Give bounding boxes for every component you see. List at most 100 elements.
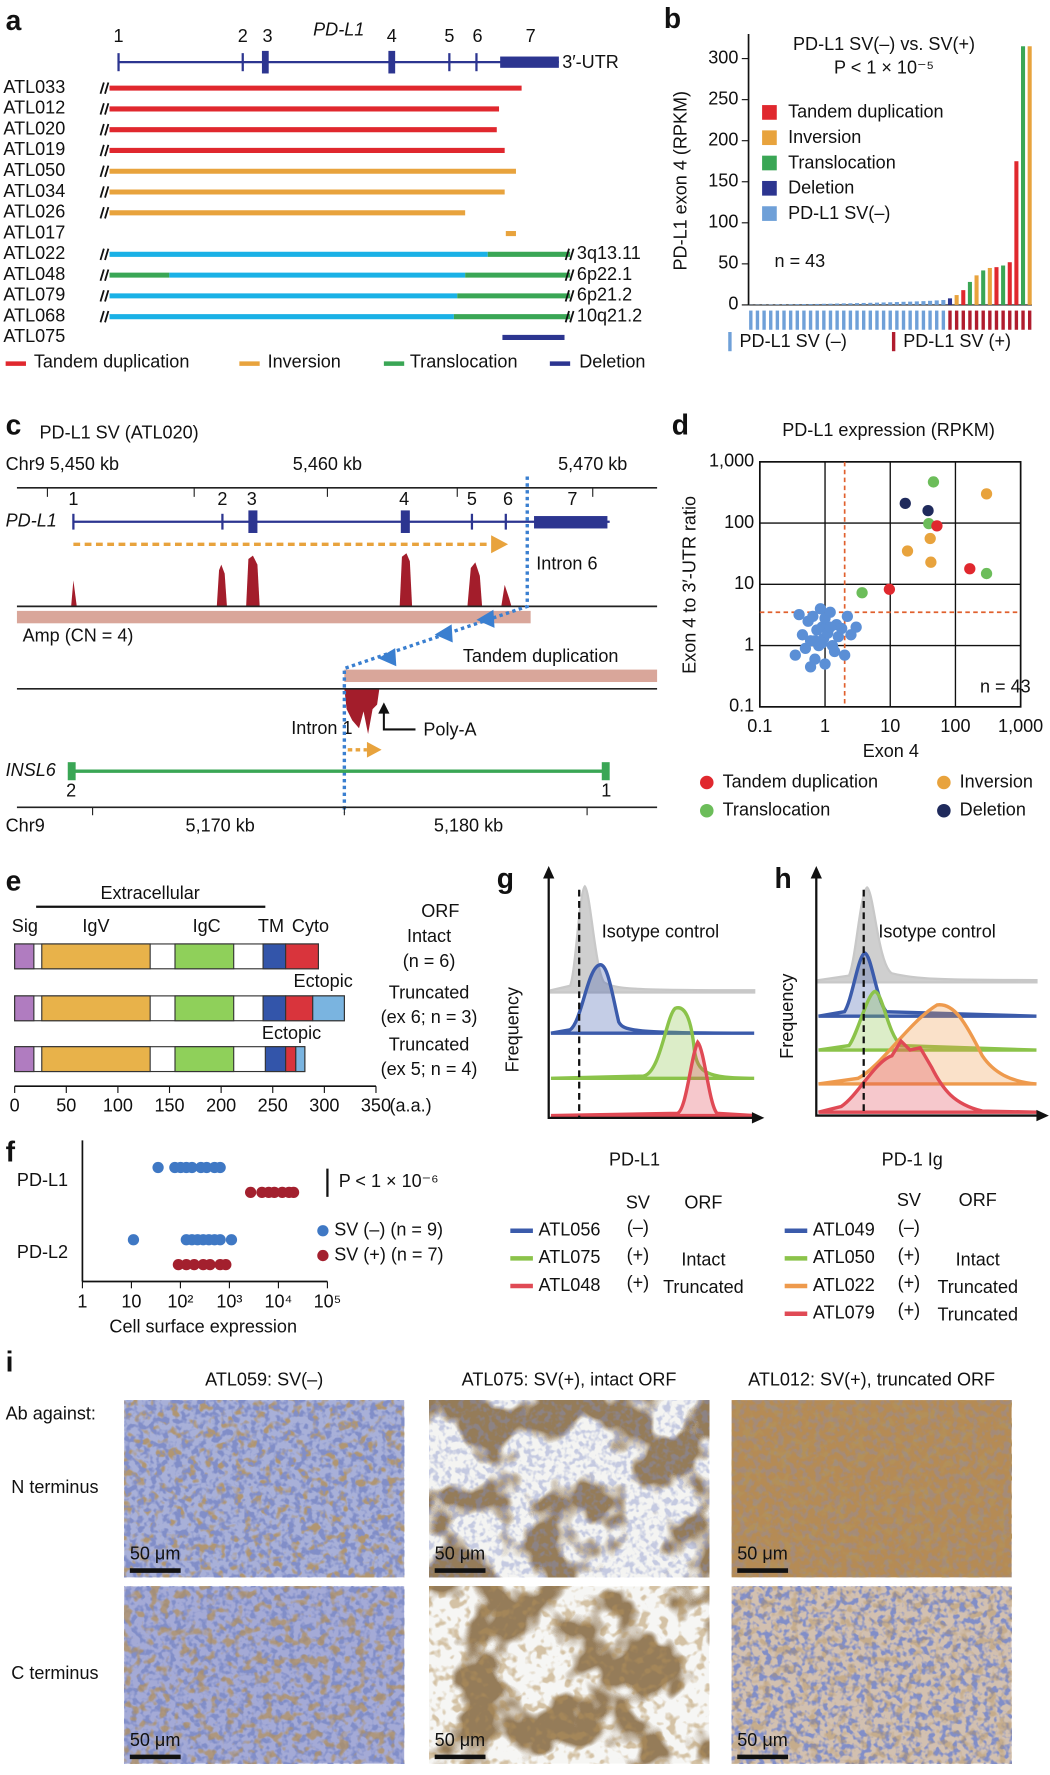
table-header: SV	[626, 1192, 650, 1212]
annotation: P < 1 × 10⁻⁶	[339, 1171, 439, 1191]
break-mark	[99, 206, 110, 219]
panel-h: h Isotype control Frequency PD-1 Ig	[775, 862, 1049, 1169]
legend-label: Tandem duplication	[788, 102, 944, 122]
legend-swatch	[762, 130, 777, 146]
tick-label: 350	[361, 1095, 391, 1115]
group-strip	[928, 310, 932, 330]
locus-drawing	[16, 610, 531, 624]
break-mark	[99, 248, 110, 261]
group-strip	[762, 310, 766, 330]
bar	[874, 302, 879, 305]
group-strip	[1008, 310, 1012, 330]
x-axis-label: Exon 4	[863, 741, 919, 761]
panel-title: PD-L1 SV (ATL020)	[40, 422, 199, 442]
axis-label: 5,460 kb	[293, 454, 362, 474]
micrograph-texture	[124, 1586, 405, 1764]
group-strip	[994, 310, 999, 330]
exon-label: 3	[263, 26, 273, 46]
break-mark	[564, 289, 575, 302]
group-strip	[808, 310, 813, 330]
locus-drawing	[434, 624, 453, 643]
orf-status: Intact	[681, 1249, 725, 1269]
column-title: ATL075: SV(+), intact ORF	[462, 1370, 677, 1390]
intron-label: Intron 6	[536, 553, 597, 573]
point	[824, 606, 836, 618]
point	[186, 1161, 198, 1174]
x-tick-label: 10	[880, 716, 900, 736]
locus-drawing	[400, 510, 410, 533]
x-tick-label: 10⁵	[314, 1292, 342, 1312]
break-mark	[99, 82, 110, 95]
point	[152, 1161, 164, 1174]
domain-bars	[285, 1046, 297, 1073]
point	[931, 520, 943, 532]
group-strip	[1027, 310, 1032, 330]
exon-label: 6	[503, 489, 513, 509]
sv-status: (+)	[627, 1245, 650, 1265]
chart-title: PD-L1 SV(–) vs. SV(+)	[793, 34, 975, 54]
orf-status: Truncated	[937, 1277, 1018, 1297]
exon-label: 1	[601, 780, 611, 800]
domain-bars	[41, 1046, 151, 1073]
y-axis-label: Frequency	[502, 987, 522, 1072]
legend-label: Deletion	[579, 351, 645, 371]
domain-bars	[174, 995, 235, 1022]
scale-label: 50 μm	[737, 1730, 788, 1750]
group-strip	[1001, 310, 1005, 330]
domain-label: IgV	[82, 916, 109, 936]
y-tick-label: 300	[708, 47, 738, 67]
point	[127, 1234, 140, 1246]
point	[901, 545, 914, 557]
group-strip	[1014, 310, 1019, 330]
gene-model	[261, 50, 269, 74]
sample-label: ATL026	[3, 202, 65, 222]
category-label: PD-L2	[17, 1242, 68, 1262]
group-strip	[954, 310, 959, 330]
group-strip	[875, 310, 879, 330]
panel-a: a PD-L1 3′-UTR	[6, 4, 619, 74]
histograms	[810, 866, 822, 879]
y-tick-label: 1,000	[709, 451, 754, 471]
x-tick-label: 10	[121, 1292, 141, 1312]
axis-label: 5,470 kb	[558, 454, 627, 474]
point	[268, 1186, 280, 1198]
chart-title: PD-L1 expression (RPKM)	[782, 420, 995, 440]
exon-label: 7	[567, 489, 577, 509]
exon-label: 7	[526, 26, 536, 46]
y-tick-label: 100	[724, 512, 754, 532]
point	[836, 622, 848, 635]
point	[927, 476, 940, 488]
bar	[1014, 161, 1019, 305]
point	[214, 1161, 226, 1174]
break-mark	[99, 186, 110, 198]
panel-g: g Isotype control Frequency PD-L1	[497, 862, 765, 1169]
group-strip	[988, 310, 992, 330]
point	[214, 1234, 226, 1246]
group-strip	[802, 310, 806, 330]
break-mark	[99, 144, 110, 157]
orf-n: (ex 6; n = 3)	[381, 1007, 478, 1027]
tick-label: 100	[103, 1095, 133, 1115]
locus-drawing	[344, 688, 380, 734]
legend-label: Deletion	[788, 178, 854, 198]
locus-drawing	[378, 702, 390, 714]
bar	[888, 302, 893, 305]
axis-label: 5,170 kb	[186, 815, 255, 835]
sample-label: ATL075	[3, 326, 65, 346]
sample-label: ATL075	[539, 1247, 601, 1267]
sample-label: ATL050	[3, 160, 65, 180]
locus-drawing	[378, 648, 397, 667]
bar	[835, 303, 840, 305]
legend-swatch	[762, 180, 777, 196]
histograms	[543, 866, 555, 879]
group-strip	[1021, 310, 1025, 330]
micrograph-texture	[429, 1586, 710, 1764]
locus-drawing	[248, 510, 258, 533]
orf-status: Truncated	[663, 1277, 744, 1297]
group-strip	[828, 310, 833, 330]
sample-label: ATL048	[539, 1275, 601, 1295]
point	[244, 1186, 257, 1198]
bar	[848, 303, 853, 305]
locus-drawing	[467, 562, 483, 607]
